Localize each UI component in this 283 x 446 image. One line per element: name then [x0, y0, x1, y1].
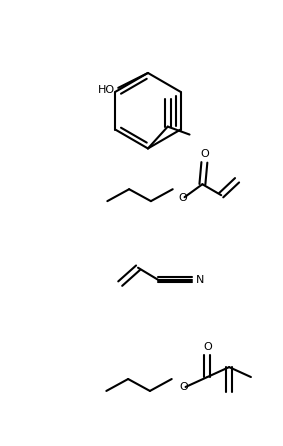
Text: O: O — [179, 382, 188, 392]
Text: N: N — [196, 275, 205, 285]
Text: HO: HO — [98, 85, 115, 95]
Text: O: O — [203, 342, 212, 352]
Text: O: O — [178, 193, 187, 203]
Text: O: O — [200, 149, 209, 159]
